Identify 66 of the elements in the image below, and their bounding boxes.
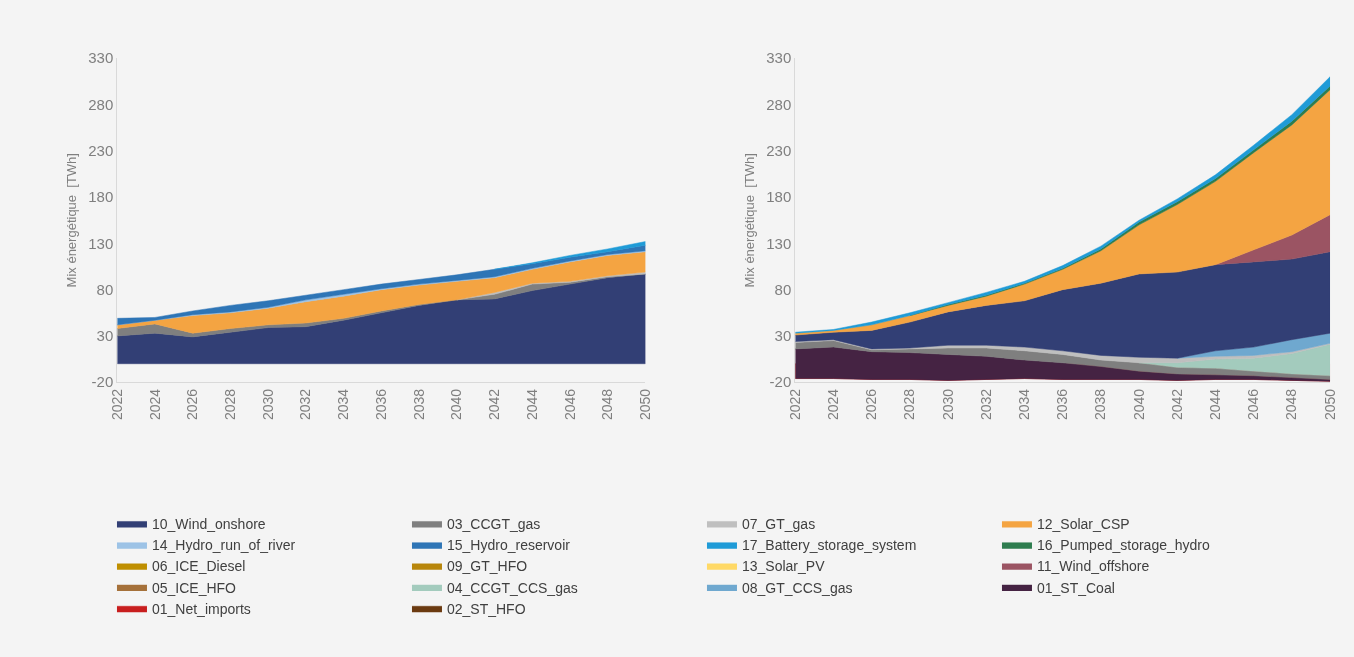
x-tick-label: 2036: [372, 388, 389, 420]
legend-label: 01_ST_Coal: [1036, 579, 1115, 596]
y-tick-label: -20: [769, 373, 792, 391]
y-tick-label: 330: [88, 49, 114, 67]
legend-label: 06_ICE_Diesel: [151, 558, 246, 575]
x-tick-label: 2038: [410, 388, 427, 420]
x-tick-label: 2040: [448, 388, 465, 420]
x-tick-label: 2046: [561, 388, 578, 420]
x-tick-label: 2022: [108, 388, 125, 420]
y-tick-label: 180: [88, 188, 114, 206]
legend-label: 10_Wind_onshore: [151, 515, 266, 532]
x-tick-label: 2050: [637, 388, 654, 420]
x-tick-label: 2034: [335, 388, 352, 420]
legend-label: 01_Net_imports: [151, 600, 251, 617]
y-axis-title: Mix énergétique [TWh]: [64, 153, 80, 288]
x-tick-label: 2034: [1016, 388, 1033, 420]
x-tick-label: 2024: [146, 388, 163, 420]
y-tick-label: 230: [766, 142, 792, 160]
legend-label: 15_Hydro_reservoir: [446, 537, 571, 554]
x-tick-label: 2044: [1207, 388, 1224, 420]
x-tick-label: 2042: [1168, 388, 1185, 420]
legend-label: 08_GT_CCS_gas: [741, 579, 853, 596]
y-tick-label: 30: [96, 327, 114, 345]
y-tick-label: 130: [766, 234, 792, 252]
x-tick-label: 2028: [221, 388, 238, 420]
x-tick-label: 2036: [1054, 388, 1071, 420]
legend-label: 11_Wind_offshore: [1036, 558, 1150, 575]
legend-label: 04_CCGT_CCS_gas: [446, 579, 578, 596]
x-tick-label: 2048: [1283, 388, 1300, 420]
x-tick-label: 2040: [1130, 388, 1147, 420]
x-tick-label: 2030: [259, 388, 276, 420]
x-tick-label: 2030: [939, 388, 956, 420]
legend-label: 16_Pumped_storage_hydro: [1036, 537, 1210, 554]
y-tick-label: 280: [88, 95, 114, 113]
x-tick-label: 2028: [901, 388, 918, 420]
legend-label: 17_Battery_storage_system: [741, 537, 917, 554]
y-tick-label: 80: [96, 280, 114, 298]
x-tick-label: 2050: [1321, 388, 1338, 420]
legend-label: 13_Solar_PV: [741, 558, 826, 575]
x-tick-label: 2026: [863, 388, 880, 420]
y-tick-label: 130: [88, 234, 114, 252]
x-tick-label: 2022: [786, 388, 803, 420]
x-tick-label: 2044: [523, 388, 540, 420]
y-tick-label: 230: [88, 142, 114, 160]
y-tick-label: 30: [774, 327, 792, 345]
y-tick-label: 280: [766, 95, 792, 113]
legend-label: 14_Hydro_run_of_river: [151, 537, 296, 554]
x-tick-label: 2032: [977, 388, 994, 420]
x-tick-label: 2038: [1092, 388, 1109, 420]
legend-label: 12_Solar_CSP: [1036, 515, 1130, 532]
y-tick-label: 180: [766, 188, 792, 206]
y-tick-label: 330: [766, 49, 792, 67]
y-axis-title: Mix énergétique [TWh]: [742, 153, 758, 288]
x-tick-label: 2046: [1245, 388, 1262, 420]
x-tick-label: 2032: [297, 388, 314, 420]
x-tick-label: 2042: [486, 388, 503, 420]
y-tick-label: -20: [91, 373, 114, 391]
legend-label: 03_CCGT_gas: [446, 515, 541, 532]
legend-label: 05_ICE_HFO: [151, 579, 237, 596]
legend-label: 02_ST_HFO: [446, 600, 526, 617]
y-tick-label: 80: [774, 280, 792, 298]
x-tick-label: 2026: [184, 388, 201, 420]
x-tick-label: 2024: [825, 388, 842, 420]
legend-label: 07_GT_gas: [741, 515, 816, 532]
x-tick-label: 2048: [599, 388, 616, 420]
legend-label: 09_GT_HFO: [446, 558, 528, 575]
